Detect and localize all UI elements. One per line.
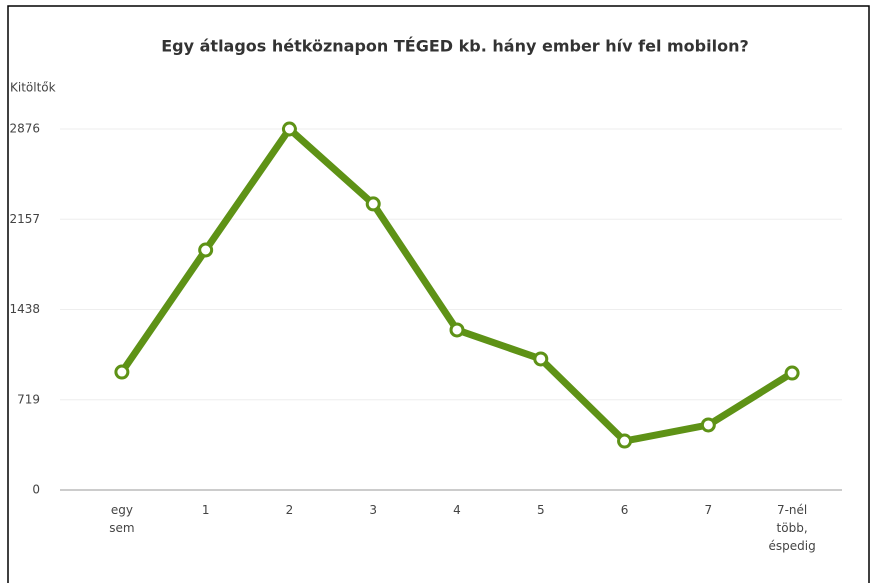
y-axis-label: Kitöltők — [10, 81, 56, 95]
data-point — [533, 351, 549, 367]
x-tick-label: 7-nél több, éspedig — [769, 503, 816, 553]
data-point — [198, 242, 214, 258]
y-tick-label: 719 — [17, 392, 40, 406]
x-tick-label: 6 — [621, 503, 629, 517]
x-tick-label: 7 — [705, 503, 713, 517]
x-tick-label: 2 — [286, 503, 294, 517]
y-tick-label: 0 — [32, 483, 40, 497]
x-tick-label: 5 — [537, 503, 545, 517]
data-line — [119, 125, 794, 445]
data-point — [449, 322, 465, 338]
x-tick-label: egy sem — [109, 503, 134, 535]
data-point — [700, 417, 716, 433]
data-point — [617, 433, 633, 449]
frame — [7, 5, 870, 583]
data-point — [281, 121, 297, 137]
y-tick-label: 2876 — [9, 122, 40, 136]
x-tick-label: 4 — [453, 503, 461, 517]
x-tick-label: 3 — [369, 503, 377, 517]
data-point — [365, 196, 381, 212]
chart-title: Egy átlagos hétköznapon TÉGED kb. hány e… — [161, 37, 749, 56]
data-point — [784, 365, 800, 381]
y-tick-label: 1438 — [9, 302, 40, 316]
data-point — [114, 364, 130, 380]
x-tick-label: 1 — [202, 503, 210, 517]
y-tick-label: 2157 — [9, 212, 40, 226]
